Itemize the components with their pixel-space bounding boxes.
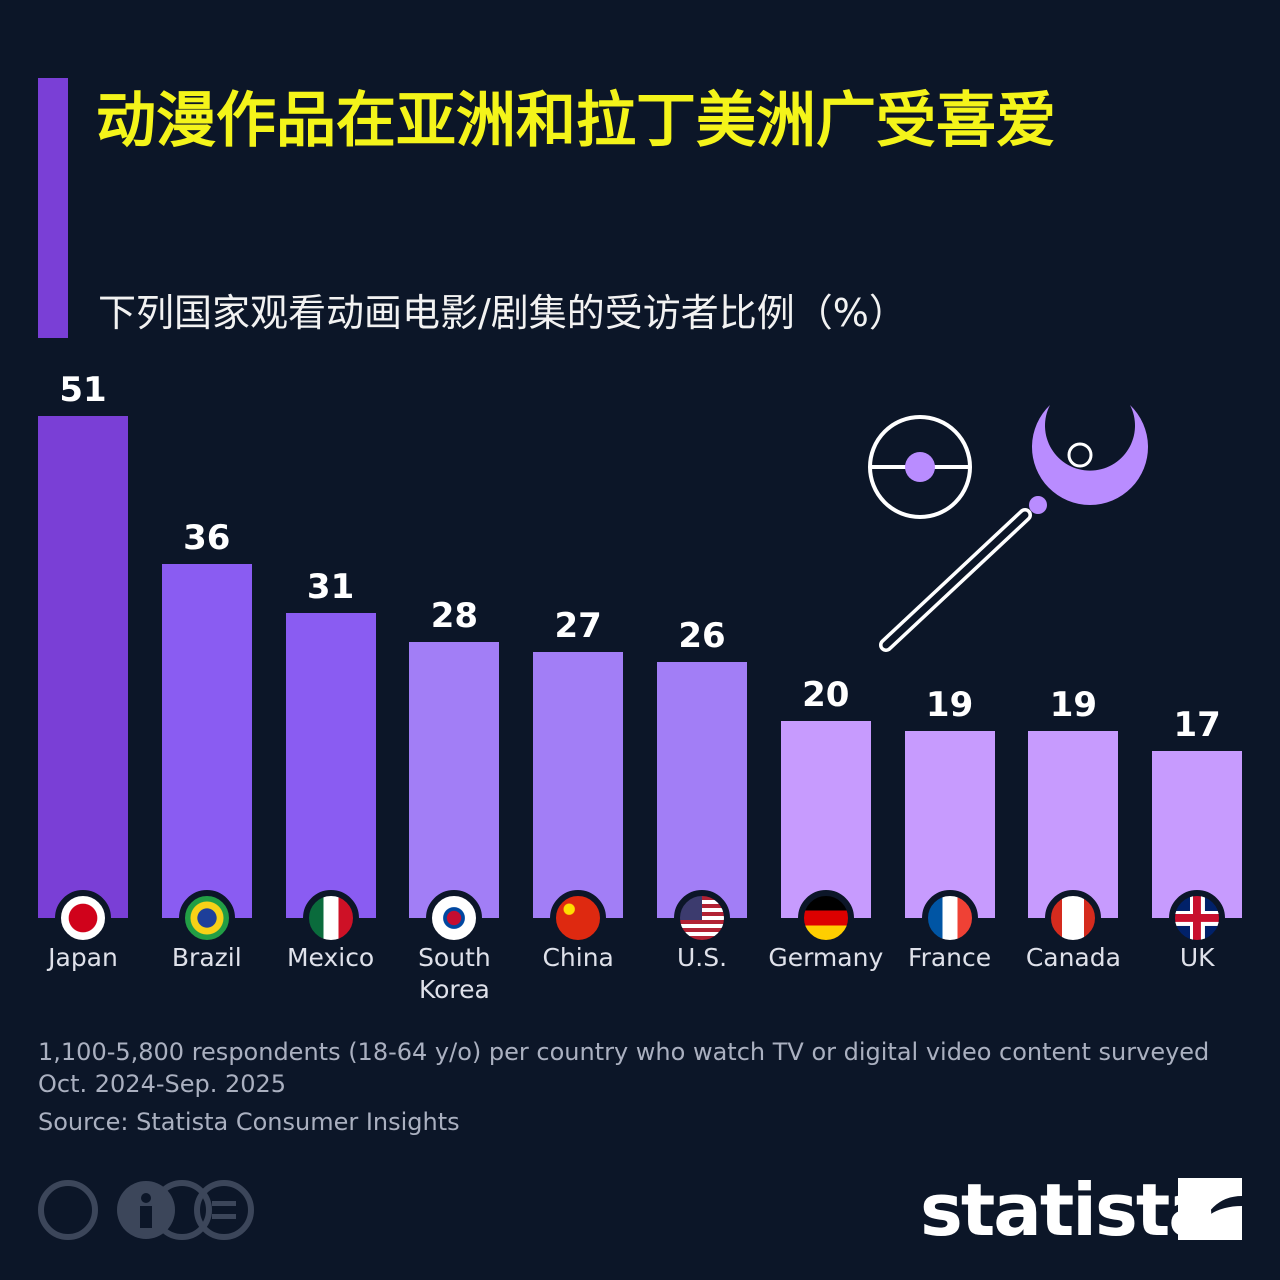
flag [797, 890, 854, 946]
x-tick-label: UK [1179, 943, 1215, 972]
flag [550, 890, 607, 946]
x-tick-label: Canada [1025, 943, 1121, 972]
value-label: 17 [1173, 704, 1221, 745]
bar [38, 416, 128, 918]
value-label: 27 [554, 606, 602, 647]
x-tick-label: Japan [48, 943, 118, 972]
flag [1169, 890, 1226, 946]
value-label: 26 [678, 616, 726, 657]
bar [409, 642, 500, 918]
value-label: 28 [430, 596, 479, 637]
flag [426, 890, 483, 946]
illustration [868, 405, 1148, 652]
value-label: 19 [925, 685, 974, 726]
x-tick-label: China [542, 943, 614, 972]
value-label: 31 [306, 566, 355, 607]
value-label: 36 [183, 517, 231, 558]
value-label: 19 [1049, 685, 1098, 726]
source: Source: Statista Consumer Insights [38, 1108, 460, 1136]
x-tick-label: Brazil [171, 943, 242, 972]
x-tick-label: France [908, 943, 992, 972]
value-label: 20 [802, 675, 850, 716]
flag [921, 890, 978, 946]
accent-bar [38, 78, 68, 338]
chart-subtitle: 下列国家观看动画电影/剧集的受访者比例（%） [98, 291, 907, 335]
flag [674, 890, 730, 946]
flag [302, 890, 359, 946]
value-label: 51 [59, 370, 107, 411]
x-tick-label: South Korea [418, 943, 491, 1004]
x-tick-label: Germany [768, 943, 884, 972]
note: 1,100-5,800 respondents (18-64 y/o) per … [38, 1038, 1210, 1098]
logo-mark [1178, 1178, 1242, 1240]
bar [533, 652, 624, 918]
bar [1028, 731, 1119, 918]
flag [1045, 890, 1102, 946]
chart-title: 动漫作品在亚洲和拉丁美洲广受喜爱 [96, 86, 1056, 156]
logo: statista [920, 1168, 1217, 1252]
bar [657, 662, 747, 918]
license-icons [38, 1180, 254, 1240]
flag [178, 890, 235, 946]
bar [285, 612, 376, 918]
bar [904, 731, 995, 918]
x-tick-label: Mexico [286, 943, 375, 972]
bar [161, 563, 252, 918]
bar [780, 721, 871, 918]
flag [55, 890, 111, 946]
x-tick-label: U.S. [676, 943, 728, 972]
